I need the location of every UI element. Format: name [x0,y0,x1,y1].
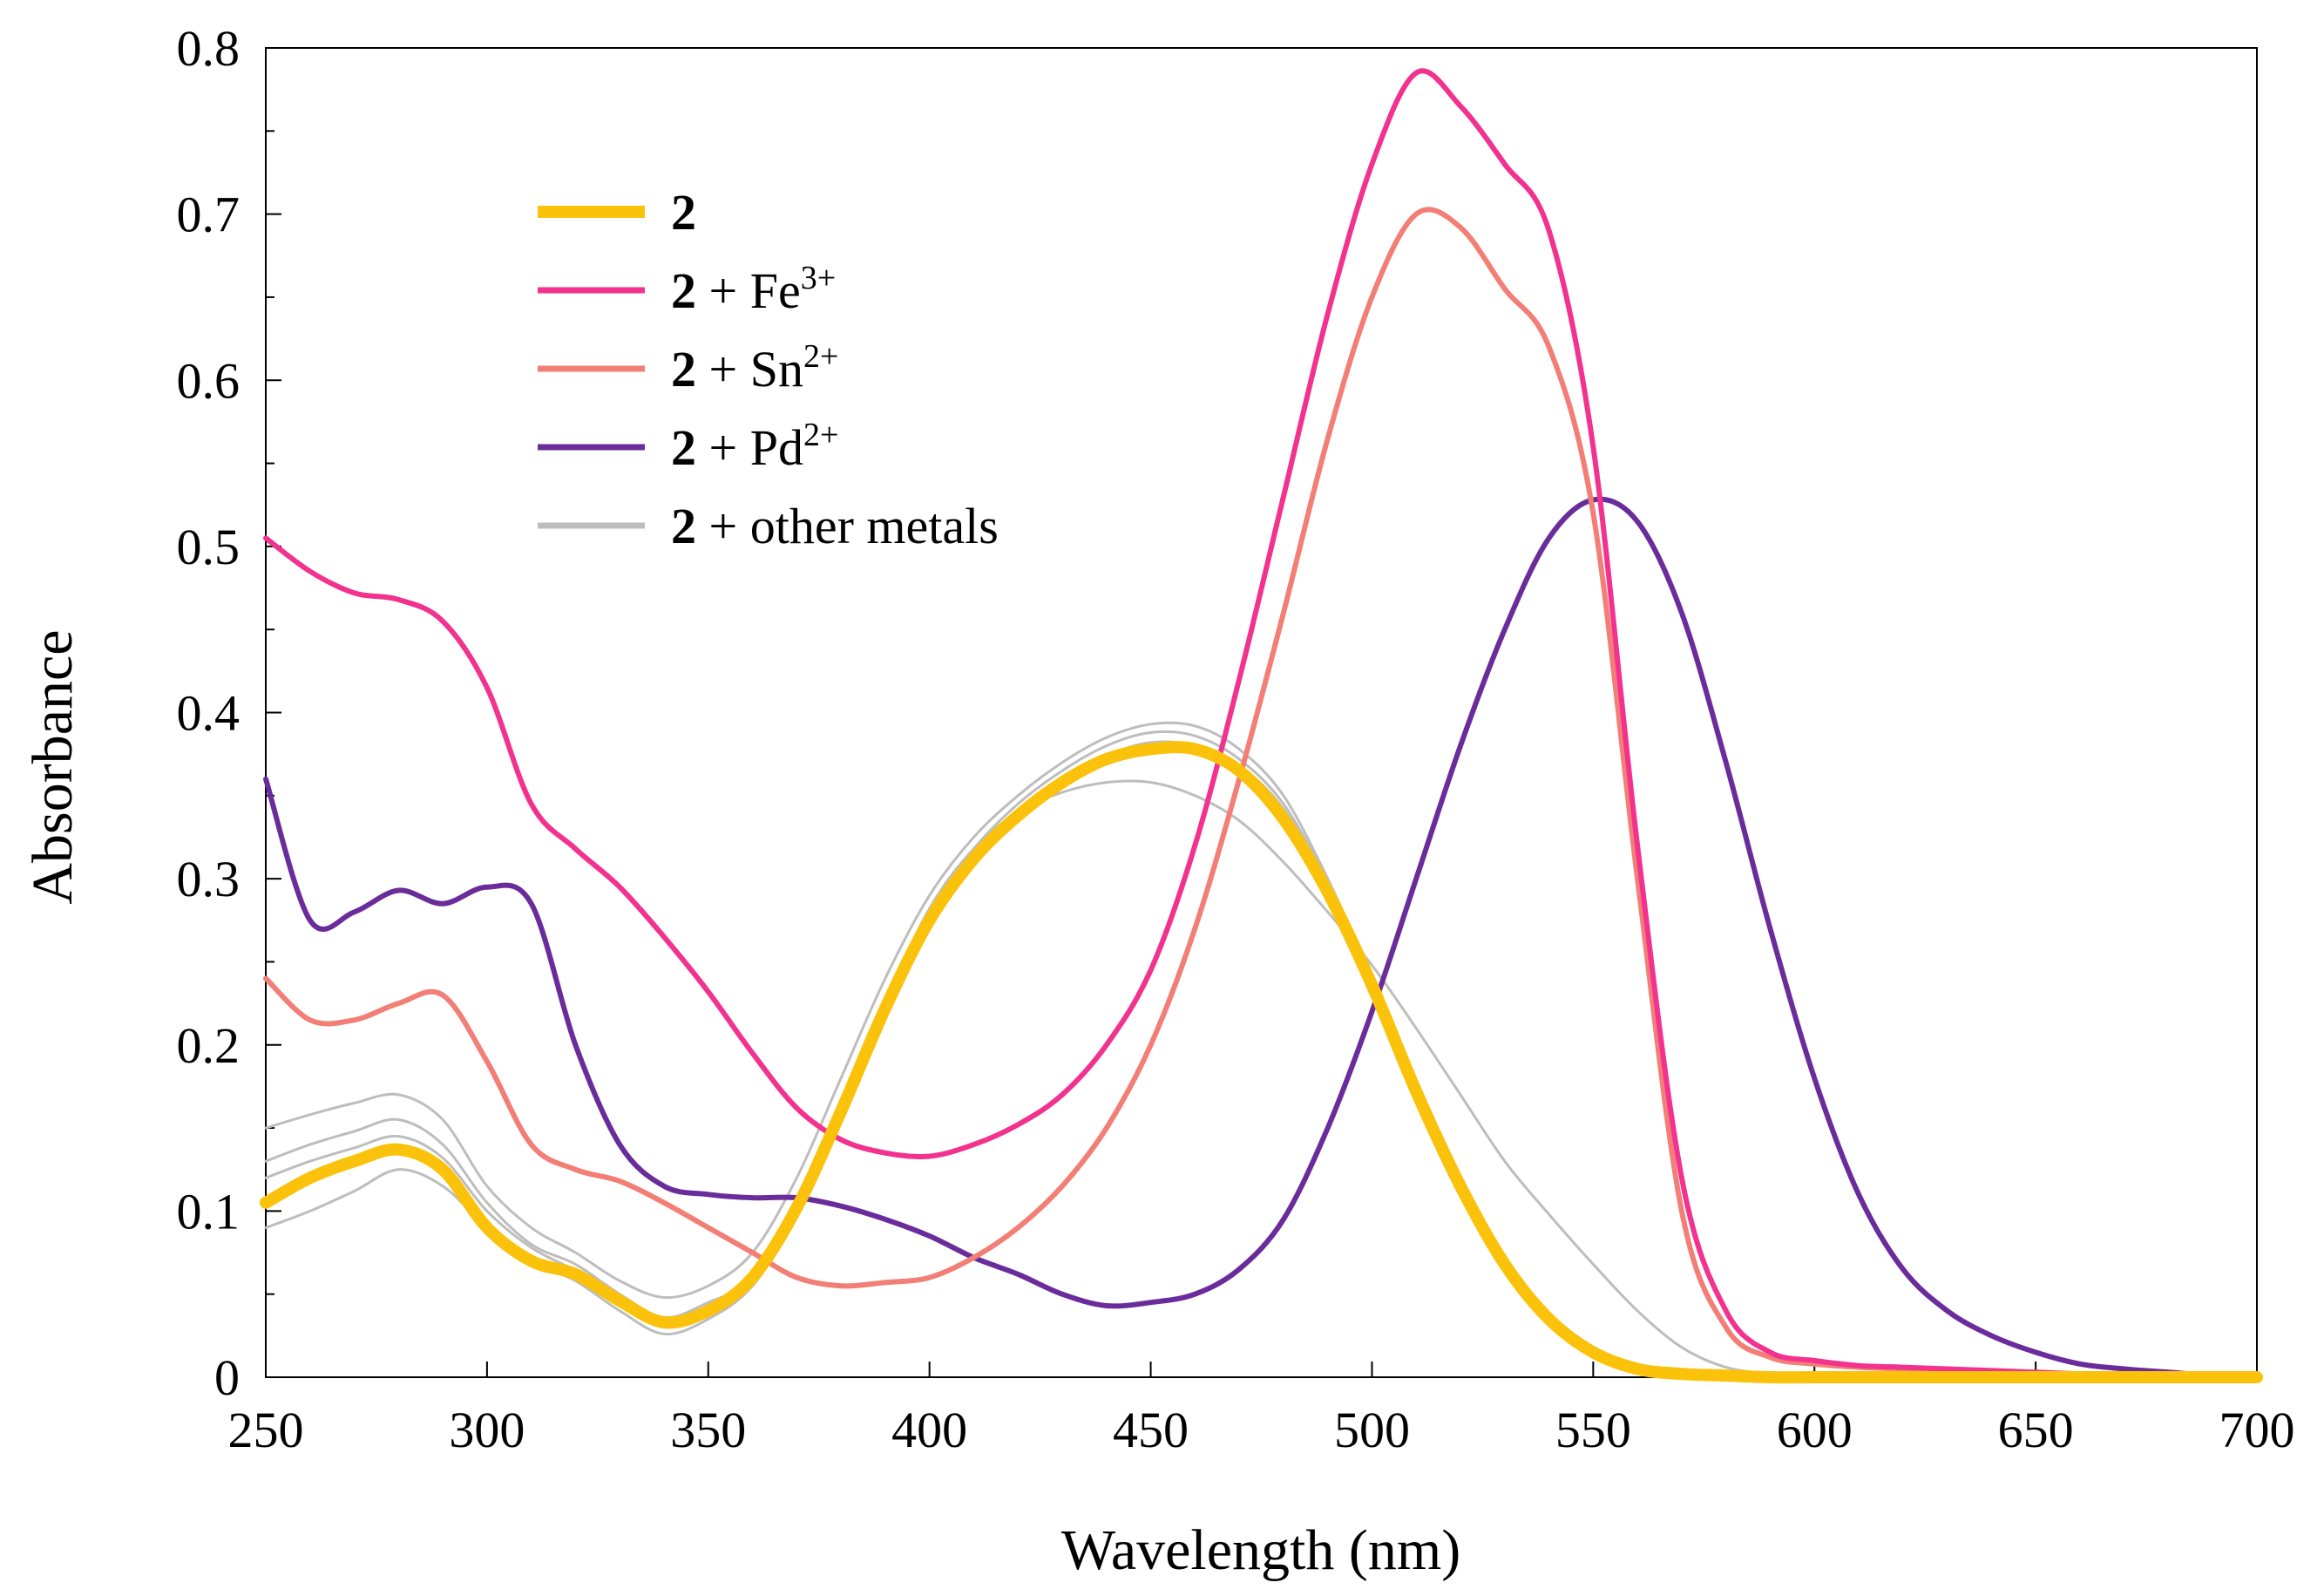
legend-entry: 2 + Pd2+ [671,417,838,476]
series-line-2-other-metals [264,779,2259,1379]
plot-frame [265,47,2258,1378]
legend-label: + Fe [696,262,801,319]
legend: 22 + Fe3+2 + Sn2+2 + Pd2+2 + other metal… [538,184,999,554]
y-tick-label: 0.4 [177,685,241,742]
x-tick-label: 600 [1777,1402,1853,1458]
legend-superscript: 2+ [803,417,838,453]
legend-compound: 2 [671,262,696,319]
legend-compound: 2 [671,419,696,476]
y-tick-label: 0.8 [177,20,241,77]
y-tick-label: 0.1 [177,1183,241,1239]
x-tick-label: 450 [1113,1402,1189,1458]
series-line-2-other-metals [264,730,2259,1379]
legend-compound: 2 [671,498,696,554]
legend-superscript: 2+ [803,338,838,375]
x-axis-ticks: 250 300 350 400 450 500 550 600 650 700 [228,1362,2295,1458]
series-line-2-pd2 [263,496,2260,1380]
x-tick-label: 250 [228,1402,304,1458]
series-layer [260,68,2263,1384]
legend-superscript: 3+ [801,260,836,296]
y-axis-ticks: 0 0.1 0.2 0.3 0.4 0.5 0.6 0.7 0.8 [177,20,281,1406]
x-tick-label: 550 [1555,1402,1631,1458]
legend-label: + other metals [696,498,999,554]
legend-entry: 2 [671,184,696,241]
series-line-2 [260,741,2263,1384]
legend-entry: 2 + other metals [671,498,999,554]
x-tick-label: 700 [2219,1402,2295,1458]
y-axis-title: Absorbance [21,629,85,904]
x-tick-label: 400 [891,1402,967,1458]
series-line-2-fe3 [263,68,2260,1380]
legend-entry: 2 + Fe3+ [671,260,836,319]
legend-compound: 2 [671,184,696,241]
series-line-2-other-metals [264,721,2259,1379]
y-tick-label: 0.3 [177,851,241,907]
legend-compound: 2 [671,341,696,397]
x-tick-label: 350 [670,1402,746,1458]
x-tick-label: 500 [1334,1402,1410,1458]
y-tick-label: 0.7 [177,187,241,243]
y-tick-label: 0.2 [177,1017,241,1074]
y-tick-label: 0 [214,1349,240,1406]
legend-entry: 2 + Sn2+ [671,338,838,397]
x-tick-label: 300 [449,1402,525,1458]
legend-label: + Sn [696,341,803,397]
x-axis-title: Wavelength (nm) [1061,1518,1460,1582]
y-tick-label: 0.6 [177,352,241,409]
y-tick-label: 0.5 [177,519,241,575]
x-tick-label: 650 [1998,1402,2074,1458]
legend-label: + Pd [696,419,803,476]
